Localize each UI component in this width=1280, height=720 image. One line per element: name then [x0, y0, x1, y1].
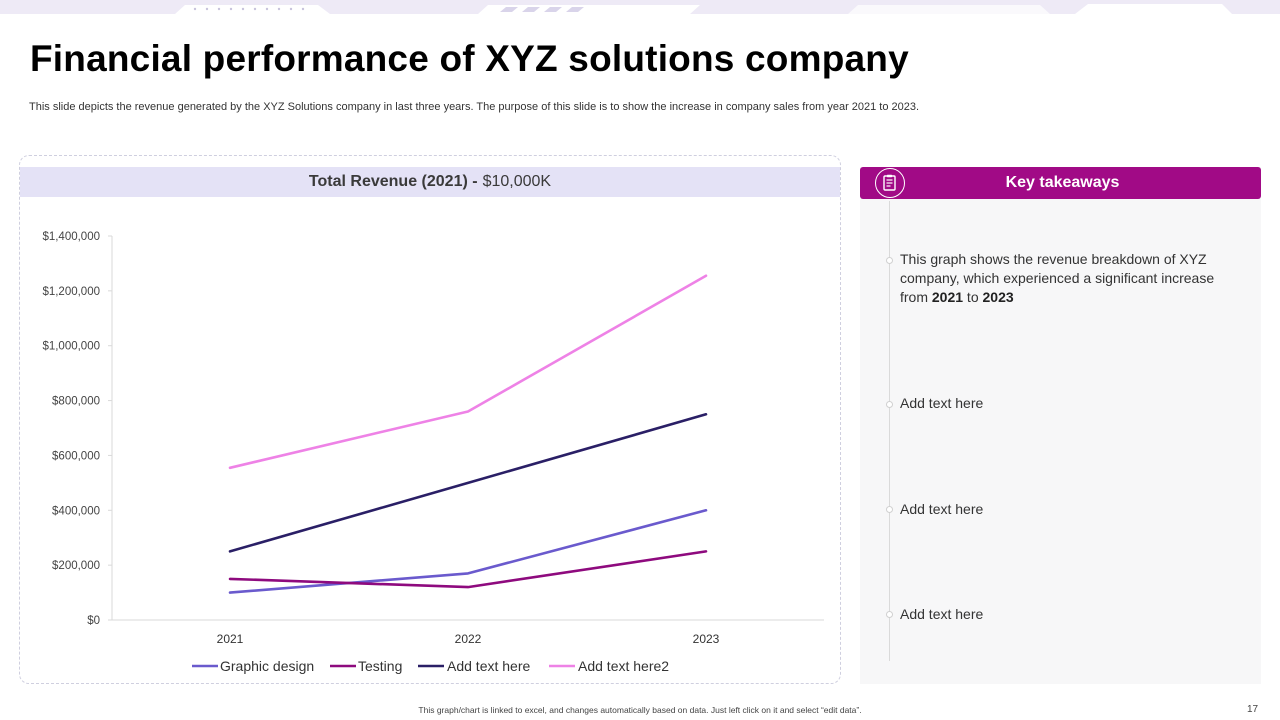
legend-label: Testing	[358, 658, 402, 674]
y-tick-label: $200,000	[52, 560, 100, 572]
x-tick-label: 2021	[217, 632, 244, 646]
timeline-dot	[886, 611, 893, 618]
series-line	[228, 508, 708, 594]
legend-label: Add text here	[447, 658, 530, 674]
slide-subtitle: This slide depicts the revenue generated…	[29, 101, 920, 113]
y-tick-label: $1,200,000	[42, 286, 100, 298]
key-takeaways-panel: Key takeaways This graph shows the reven…	[860, 167, 1261, 684]
y-tick-label: $800,000	[52, 396, 100, 408]
takeaway-year-start: 2021	[931, 289, 964, 305]
takeaway-item-3[interactable]: Add text here	[900, 501, 984, 517]
takeaway-item-1-text: This graph shows the revenue breakdown o…	[900, 251, 1215, 305]
x-tick-label: 2022	[455, 632, 482, 646]
series-line	[228, 550, 708, 589]
takeaway-year-end: 2023	[982, 289, 1014, 305]
y-tick-label: $600,000	[52, 450, 100, 462]
y-tick-label: $400,000	[52, 505, 100, 517]
key-takeaways-title: Key takeaways	[1005, 174, 1120, 191]
series-line	[228, 412, 708, 553]
page-number: 17	[1247, 704, 1259, 715]
top-decorative-band	[0, 0, 1280, 14]
chart-header-label: Total Revenue (2021) -	[308, 173, 478, 190]
key-takeaways-header: Key takeaways	[860, 167, 1261, 199]
legend-label: Graphic design	[220, 658, 314, 674]
takeaway-item-2[interactable]: Add text here	[900, 395, 984, 411]
x-tick-label: 2023	[693, 632, 720, 646]
revenue-line-chart[interactable]: $0 $200,000 $400,000 $600,000 $800,000 $1,000…	[20, 156, 840, 683]
takeaway-item-1[interactable]: This graph shows the revenue breakdown o…	[900, 250, 1240, 307]
takeaway-item-4[interactable]: Add text here	[900, 606, 984, 622]
slide-footer-note: This graph/chart is linked to excel, and…	[418, 705, 862, 715]
series-line	[228, 274, 708, 470]
y-tick-label: $0	[87, 615, 100, 627]
chart-card[interactable]: Total Revenue (2021) - $10,000K $0 $200,0…	[19, 155, 841, 684]
chart-header-value: $10,000K	[482, 173, 552, 190]
timeline-dot	[886, 257, 893, 264]
timeline-dot	[886, 506, 893, 513]
slide-title: Financial performance of XYZ solutions c…	[30, 38, 909, 79]
y-tick-label: $1,000,000	[42, 341, 100, 353]
notepad-icon	[875, 168, 905, 198]
timeline-dot	[886, 401, 893, 408]
takeaways-timeline	[889, 201, 890, 661]
takeaway-connector: to	[963, 289, 983, 305]
y-tick-label: $1,400,000	[42, 231, 100, 243]
legend-label: Add text here2	[578, 658, 669, 674]
chart-header: Total Revenue (2021) - $10,000K	[20, 167, 840, 197]
